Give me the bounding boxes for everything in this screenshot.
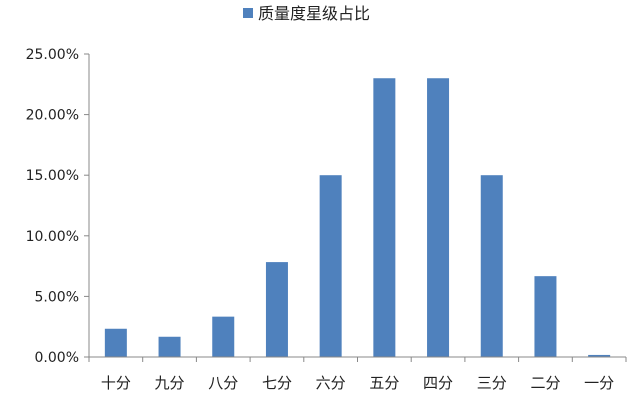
y-tick-label: 15.00% <box>26 168 79 184</box>
bar <box>480 175 503 357</box>
y-tick-label: 10.00% <box>26 229 79 245</box>
y-axis: 0.00% 5.00% 10.00% 15.00% 20.00% 25.00% <box>26 47 90 366</box>
y-tick-label: 0.00% <box>35 350 79 366</box>
x-tick-label: 一分 <box>584 374 614 392</box>
bar <box>588 354 611 357</box>
x-tick-label: 五分 <box>369 374 399 392</box>
bar <box>373 78 396 358</box>
x-tick-label: 八分 <box>208 374 238 392</box>
bar <box>534 276 557 357</box>
bar <box>104 328 127 357</box>
x-tick-label: 十分 <box>101 374 131 392</box>
bar <box>319 175 342 357</box>
legend-swatch <box>243 8 253 18</box>
x-tick-label: 四分 <box>423 374 453 392</box>
y-tick-label: 5.00% <box>35 289 79 305</box>
bar <box>265 262 288 357</box>
x-tick-label: 九分 <box>155 374 185 392</box>
bar <box>427 78 450 358</box>
x-axis: 十分 九分 八分 七分 六分 五分 四分 三分 二分 一分 <box>88 356 627 392</box>
x-tick-label: 七分 <box>262 374 292 392</box>
legend: 质量度星级占比 <box>243 4 370 23</box>
bars <box>104 78 611 358</box>
x-tick-label: 六分 <box>316 374 346 392</box>
bar <box>212 316 235 357</box>
x-tick-label: 二分 <box>530 374 560 392</box>
x-tick-label: 三分 <box>477 374 507 392</box>
legend-label: 质量度星级占比 <box>258 4 370 23</box>
y-tick-label: 25.00% <box>26 47 79 63</box>
bar <box>158 336 181 357</box>
y-tick-label: 20.00% <box>26 108 79 124</box>
